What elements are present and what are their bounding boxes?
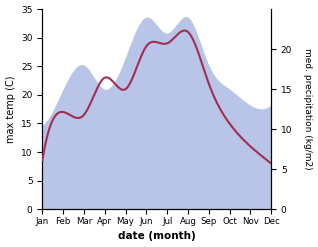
Y-axis label: max temp (C): max temp (C) (5, 75, 16, 143)
X-axis label: date (month): date (month) (118, 231, 196, 242)
Y-axis label: med. precipitation (kg/m2): med. precipitation (kg/m2) (303, 48, 313, 170)
